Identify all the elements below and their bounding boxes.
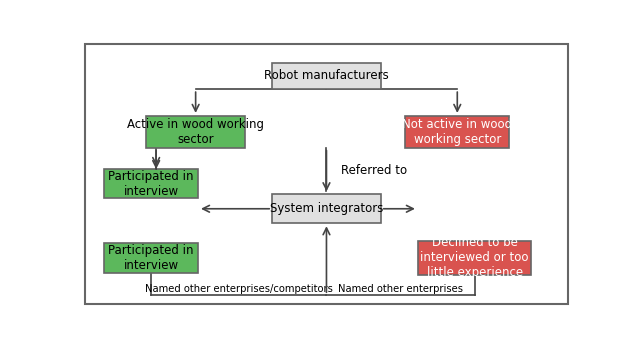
Text: Active in wood working
sector: Active in wood working sector <box>127 118 264 146</box>
FancyBboxPatch shape <box>272 63 381 89</box>
Text: Participated in
interview: Participated in interview <box>108 244 194 272</box>
FancyBboxPatch shape <box>406 116 509 148</box>
FancyBboxPatch shape <box>418 241 531 275</box>
FancyBboxPatch shape <box>104 169 198 198</box>
Text: Participated in
interview: Participated in interview <box>108 169 194 198</box>
Text: Referred to: Referred to <box>341 165 408 177</box>
FancyBboxPatch shape <box>104 243 198 273</box>
Text: Named other enterprises/competitors: Named other enterprises/competitors <box>145 284 333 294</box>
FancyBboxPatch shape <box>272 194 381 223</box>
Text: Robot manufacturers: Robot manufacturers <box>264 69 389 82</box>
FancyBboxPatch shape <box>147 116 245 148</box>
Text: System integrators: System integrators <box>270 202 383 215</box>
Text: Named other enterprises: Named other enterprises <box>338 284 463 294</box>
Text: Not active in wood
working sector: Not active in wood working sector <box>402 118 512 146</box>
Text: Declined to be
interviewed or too
little experience: Declined to be interviewed or too little… <box>420 236 529 279</box>
